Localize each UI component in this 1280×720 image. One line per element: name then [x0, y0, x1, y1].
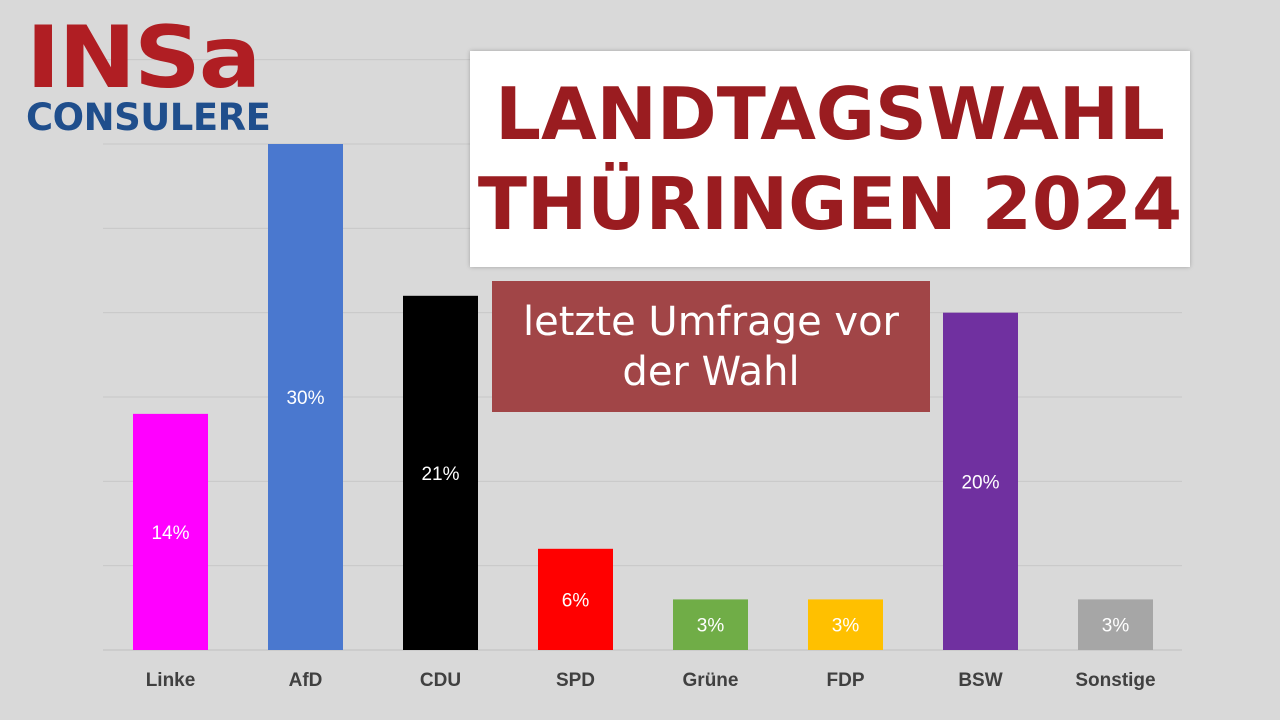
category-label-linke: Linke [146, 670, 196, 691]
category-label-cdu: CDU [420, 670, 461, 691]
subtitle-box: letzte Umfrage vor der Wahl [492, 281, 930, 412]
logo-wordmark-bottom: CONSULERE [26, 96, 271, 139]
bar-afd [268, 144, 343, 650]
category-label-sonstige: Sonstige [1075, 670, 1155, 691]
category-label-bsw: BSW [958, 670, 1002, 691]
bar-bsw [943, 312, 1018, 650]
category-label-afd: AfD [289, 670, 323, 691]
bar-value-labels: 14% 30% 21% 6% 3% 3% 20% 3% [151, 388, 1129, 637]
bar-value-label-cdu: 21% [421, 464, 459, 485]
bar-value-label-afd: 30% [286, 388, 324, 409]
bar-gr-ne [673, 599, 748, 650]
subtitle-line-1: letzte Umfrage vor [523, 298, 899, 345]
title-line-2: THÜRINGEN 2024 [477, 162, 1183, 246]
bar-value-label-fdp: 3% [832, 616, 860, 637]
category-label-fdp: FDP [827, 670, 865, 691]
category-label-gr-ne: Grüne [683, 670, 739, 691]
bar-spd [538, 548, 613, 650]
bar-value-label-bsw: 20% [961, 472, 999, 493]
category-labels: Linke AfD CDU SPD Grüne FDP BSW Sonstige [146, 670, 1156, 691]
bar-linke [133, 413, 208, 650]
bar-value-label-linke: 14% [151, 523, 189, 544]
bar-fdp [808, 599, 883, 650]
insa-consulere-logo: INSa CONSULERE [26, 15, 298, 139]
category-label-spd: SPD [556, 670, 595, 691]
title-box: LANDTAGSWAHL THÜRINGEN 2024 [470, 51, 1190, 267]
subtitle-line-2: der Wahl [622, 348, 800, 395]
bar-cdu [403, 295, 478, 650]
bar-sonstige [1078, 599, 1153, 650]
title-line-1: LANDTAGSWAHL [495, 72, 1165, 156]
bar-value-label-gr-ne: 3% [697, 616, 725, 637]
bars [133, 144, 1153, 650]
logo-wordmark-top: INSa [26, 8, 261, 108]
bar-value-label-sonstige: 3% [1102, 616, 1130, 637]
bar-value-label-spd: 6% [562, 590, 590, 611]
